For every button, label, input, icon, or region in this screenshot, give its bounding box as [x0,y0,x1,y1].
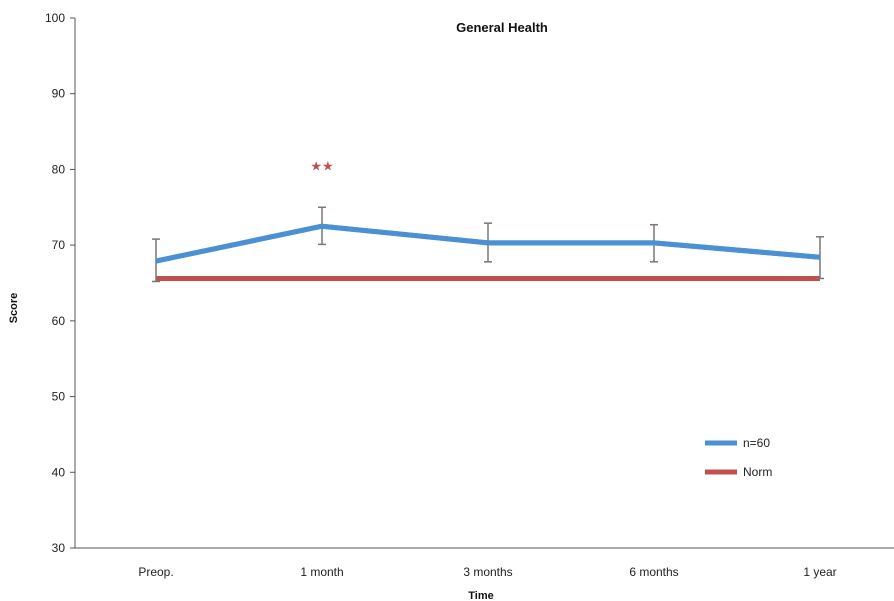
series-layer [152,206,824,283]
annotation-layer: ★★ [310,160,333,175]
series-line-n60-overlay [155,223,821,264]
y-tick-label: 70 [52,238,66,252]
x-tick-label: 3 months [463,565,512,579]
y-tick-label: 40 [52,465,66,479]
y-axis-title: Score [8,293,20,324]
x-tick-label: 1 year [803,565,836,579]
y-tick-label: 100 [45,11,65,25]
legend: n=60 Norm [705,436,772,479]
y-tick-label: 30 [52,541,66,555]
y-tick-label: 50 [52,390,66,404]
x-tick-label: Preop. [138,565,173,579]
x-axis-ticks: Preop. 1 month 3 months 6 months 1 year [138,565,836,579]
x-tick-label: 6 months [629,565,678,579]
y-tick-label: 80 [52,162,66,176]
y-tick-label: 60 [52,314,66,328]
legend-label-norm: Norm [743,465,772,479]
y-axis-ticks: 30 40 50 60 70 80 90 100 [45,11,75,555]
significance-stars: ★★ [310,160,333,175]
x-axis-title: Time [468,590,493,601]
chart-title: General Health [456,20,548,35]
x-tick-label: 1 month [300,565,343,579]
y-tick-label: 90 [52,87,66,101]
legend-label-n60: n=60 [743,436,770,450]
